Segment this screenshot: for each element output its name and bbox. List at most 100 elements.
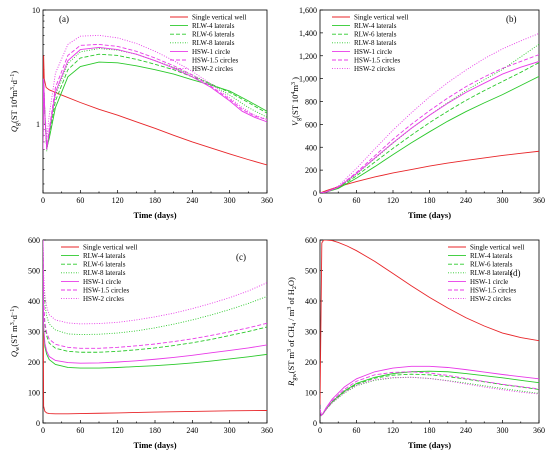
legend-label: Single vertical well [192,13,246,21]
series-line [43,53,267,150]
series-line [320,61,539,193]
legend-label: RLW-8 laterals [470,269,513,277]
y-tick-label: 0 [313,189,317,198]
x-tick-label: 180 [424,196,436,205]
y-tick-label: 400 [305,143,317,152]
x-tick-label: 300 [224,426,236,435]
series-line [43,240,267,336]
x-tick-label: 240 [460,196,472,205]
y-axis-title: Rgw(ST m3 of CH4 / m3 of H2O) [286,277,298,387]
x-tick-label: 180 [424,426,436,435]
legend-label: HSW-1 circle [83,278,121,286]
series-line [320,54,539,193]
y-tick-label: 500 [28,267,40,276]
legend-label: RLW-8 laterals [354,39,397,47]
x-tick-label: 360 [533,426,545,435]
y-tick-label: 400 [305,297,317,306]
y-tick-label: 1,600 [299,6,317,15]
y-tick-label: 200 [305,358,317,367]
x-tick-label: 360 [533,196,545,205]
y-tick-label: 1,000 [299,75,317,84]
x-tick-label: 180 [149,426,161,435]
series-line [43,61,267,150]
x-tick-label: 0 [41,426,45,435]
legend-label: RLW-8 laterals [192,39,235,47]
y-tick-label: 600 [305,236,317,245]
legend-label: RLW-4 laterals [83,252,126,260]
legend-label: RLW-4 laterals [354,22,397,30]
legend-label: HSW-2 circles [470,295,511,303]
series-line [320,150,539,193]
panel-label: (c) [236,252,246,262]
x-tick-label: 60 [76,426,84,435]
x-axis-title: Time (days) [408,210,451,220]
x-tick-label: 180 [149,196,161,205]
y-axis-title: Qg(ST 104m3·d−1) [9,71,21,132]
y-tick-label: 500 [305,267,317,276]
series-line [43,55,267,166]
x-tick-label: 120 [112,196,124,205]
x-axis-title: Time (days) [133,210,176,220]
legend-label: HSW-2 circles [192,65,233,73]
x-tick-label: 60 [353,196,361,205]
legend-label: HSW-2 circles [354,65,395,73]
legend-label: RLW-6 laterals [354,31,397,39]
y-tick-label: 200 [305,166,317,175]
legend-label: Single vertical well [354,13,408,21]
series-line [320,75,539,193]
x-tick-label: 60 [353,426,361,435]
series-line [43,47,267,150]
chart-panel-4: 0 60 120 180 240 300 360 0 100 200 300 400 500 600 Tim… [286,236,545,450]
series-line [320,376,539,417]
series-line [43,240,267,364]
series-line [43,240,267,353]
legend-label: HSW-1.5 circles [354,56,401,64]
x-tick-label: 0 [318,196,322,205]
x-tick-label: 360 [261,196,273,205]
y-tick-label: 1 [36,120,40,129]
series-line [320,370,539,417]
x-tick-label: 240 [186,426,198,435]
y-axis-title: Vg(ST 104m3 ) [290,77,302,126]
plot-frame [42,239,268,424]
y-axis-title: Qw(ST m3·d−1) [9,306,21,357]
y-tick-label: 10 [32,6,40,15]
y-tick-label: 400 [28,297,40,306]
series-group [43,34,267,166]
x-tick-label: 300 [497,196,509,205]
legend-label: HSW-1 circle [354,48,392,56]
legend-label: RLW-6 laterals [192,31,235,39]
x-tick-label: 120 [387,426,399,435]
y-tick-label: 200 [28,358,40,367]
legend-label: HSW-1 circle [470,278,508,286]
y-tick-label: 600 [305,120,317,129]
y-tick-label: 1,200 [299,52,317,61]
series-group [43,240,267,415]
series-line [43,43,267,150]
series-line [43,34,267,150]
legend-label: Single vertical well [470,243,524,251]
x-tick-label: 0 [318,426,322,435]
chart-panel-3: 0 60 120 180 240 300 360 0 100 200 300 400 500 600 Tim… [9,236,273,450]
y-tick-label: 300 [28,328,40,337]
legend-label: HSW-1 circle [192,48,230,56]
chart-panel-2: 0 60 120 180 240 300 360 0 200 400 600 800 1,000 1,20… [290,6,545,220]
legend-label: RLW-4 laterals [470,252,513,260]
legend-label: HSW-2 circles [83,295,124,303]
series-group [320,240,539,417]
series-line [320,43,539,193]
y-tick-label: 600 [28,236,40,245]
y-tick-label: 100 [305,389,317,398]
chart-panel-1: 0 60 120 180 240 300 360 1 10 Time (days) Qg(ST 10… [9,6,273,220]
x-axis-title: Time (days) [133,440,176,450]
y-tick-label: 300 [305,328,317,337]
x-tick-label: 120 [112,426,124,435]
y-tick-label: 1,400 [299,29,317,38]
x-tick-label: 300 [497,426,509,435]
series-line [43,240,267,415]
series-line [320,373,539,417]
y-tick-label: 800 [305,98,317,107]
